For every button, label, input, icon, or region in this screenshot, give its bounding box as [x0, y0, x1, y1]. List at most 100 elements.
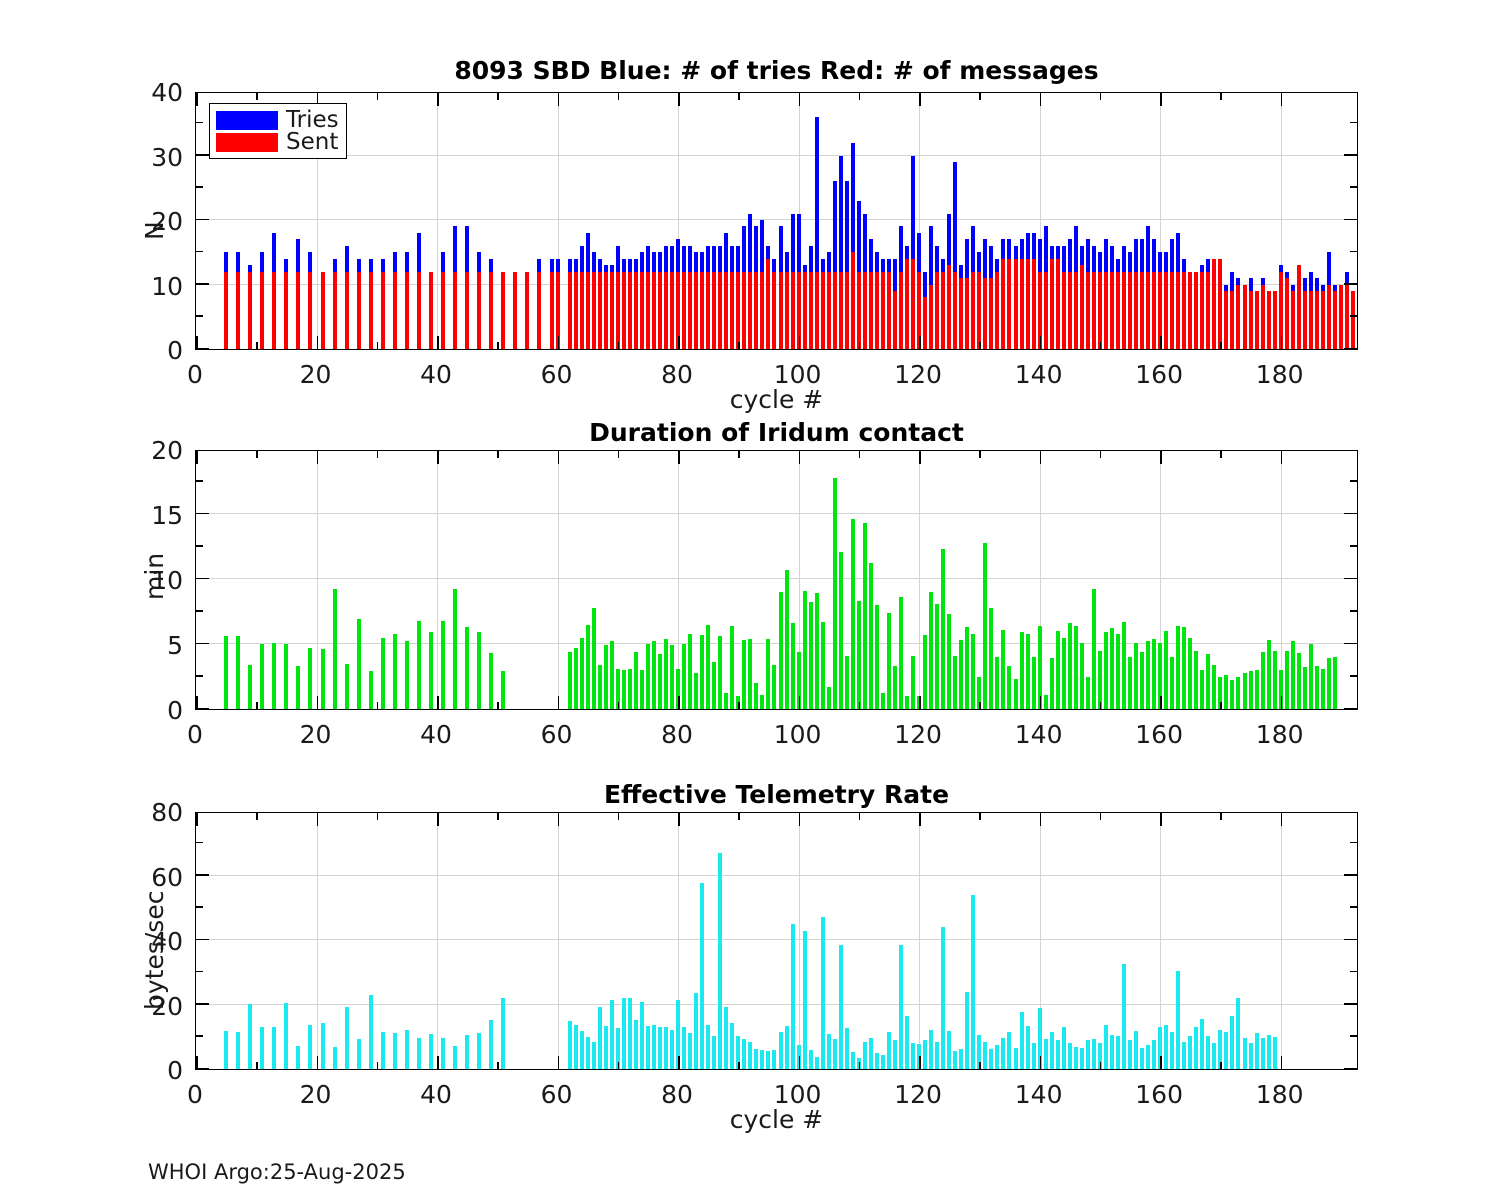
y-tick-mark: [196, 154, 209, 156]
y-tick-mark: [196, 874, 209, 876]
bar: [682, 644, 687, 709]
x-tick-label: 160: [1135, 720, 1183, 749]
bar-stacked: [995, 258, 1000, 349]
x-tick-mark: [1160, 1056, 1162, 1069]
bar: [899, 945, 904, 1069]
bar-segment-sent: [688, 271, 693, 349]
bar-segment-sent: [1194, 271, 1199, 349]
bar: [670, 645, 675, 709]
x-tick-mark: [557, 336, 560, 349]
bar-segment-sent: [832, 271, 837, 349]
bar-segment-tries: [1103, 239, 1108, 272]
bar-stacked: [1061, 245, 1066, 349]
bar-segment-sent: [380, 271, 385, 349]
bar: [1248, 1043, 1253, 1069]
bar: [651, 641, 656, 709]
x-tick-mark-minor: [497, 813, 499, 820]
y-tick-mark: [196, 577, 209, 579]
bar: [1121, 621, 1126, 709]
bar: [1085, 1039, 1090, 1069]
bar-segment-tries: [1344, 271, 1349, 285]
bar-segment-sent: [1091, 271, 1096, 349]
bar: [1266, 640, 1271, 709]
bar: [868, 1038, 873, 1069]
bar: [1140, 651, 1145, 709]
bar: [1031, 1042, 1036, 1069]
bar: [477, 1033, 482, 1069]
bar: [1152, 1039, 1157, 1069]
bar-stacked: [947, 213, 952, 349]
bar-segment-tries: [1260, 278, 1265, 285]
bar-segment-tries: [603, 265, 608, 272]
bar-stacked: [1085, 239, 1090, 349]
bar-segment-tries: [1170, 239, 1175, 272]
bar-segment-sent: [489, 271, 494, 349]
bar-segment-sent: [989, 278, 994, 349]
legend-item[interactable]: Tries: [216, 108, 339, 131]
bar: [760, 1049, 765, 1069]
x-tick-mark-minor: [738, 813, 740, 820]
bar-stacked: [941, 258, 946, 349]
bar: [989, 607, 994, 709]
bar-segment-sent: [790, 271, 795, 349]
x-tick-mark-minor: [1099, 702, 1102, 709]
x-tick-mark-minor: [376, 342, 379, 349]
y-tick-mark-minor: [196, 841, 203, 844]
bar: [874, 605, 879, 709]
bar-segment-sent: [971, 271, 976, 349]
bar-stacked: [1140, 239, 1145, 349]
y-tick-label: 20: [151, 436, 183, 465]
bar: [1218, 1030, 1223, 1069]
bar-stacked: [1242, 284, 1247, 349]
bar-stacked: [1212, 258, 1217, 349]
bar-segment-sent: [718, 271, 723, 349]
bar-segment-sent: [1128, 271, 1132, 349]
bar-segment-tries: [1079, 245, 1084, 266]
legend-item[interactable]: Sent: [216, 128, 339, 155]
x-tick-label: 100: [773, 1080, 822, 1109]
bar-stacked: [706, 245, 711, 349]
bar: [1230, 680, 1235, 709]
bar: [911, 655, 916, 709]
bar: [1152, 638, 1157, 709]
y-tick-label: 0: [167, 696, 183, 725]
bar: [657, 1027, 662, 1069]
bar: [772, 1049, 777, 1069]
x-tick-label: 60: [540, 360, 573, 389]
bar-segment-tries: [1109, 245, 1114, 272]
x-tick-label: 0: [187, 720, 203, 749]
bar-segment-tries: [682, 245, 687, 272]
bar-stacked: [1260, 278, 1265, 349]
bar: [1128, 1039, 1132, 1069]
bar-segment-tries: [260, 252, 265, 272]
legend-label-sent: Sent: [286, 128, 339, 155]
y-tick-label: 10: [151, 271, 183, 301]
bar-segment-tries: [1134, 239, 1139, 272]
bar-segment-sent: [1320, 290, 1325, 349]
x-tick-mark: [1160, 451, 1162, 464]
bar-stacked: [236, 252, 241, 349]
bar-segment-sent: [941, 271, 946, 349]
bar-segment-sent: [1043, 271, 1048, 349]
bar: [1049, 658, 1054, 709]
y-tick-label: 80: [151, 798, 183, 827]
x-tick-mark: [678, 1056, 680, 1069]
bar-stacked: [718, 245, 723, 349]
bar-stacked: [1224, 284, 1229, 349]
x-tick-mark: [678, 336, 680, 349]
x-tick-label: 140: [1014, 720, 1063, 749]
bar-segment-tries: [651, 252, 656, 272]
x-tick-mark: [557, 1056, 560, 1069]
bar-segment-sent: [633, 271, 638, 349]
bar-segment-sent: [899, 271, 904, 349]
x-tick-mark: [798, 451, 801, 464]
x-tick-mark: [678, 451, 680, 464]
y-tick-mark-minor: [196, 121, 203, 124]
bar-segment-tries: [820, 258, 825, 272]
x-tick-label: 20: [299, 1080, 332, 1109]
bar: [983, 542, 988, 709]
bar: [1146, 1044, 1151, 1069]
x-tick-mark: [437, 451, 439, 464]
bar-segment-tries: [917, 232, 922, 272]
y-tick-mark: [1344, 1003, 1357, 1005]
